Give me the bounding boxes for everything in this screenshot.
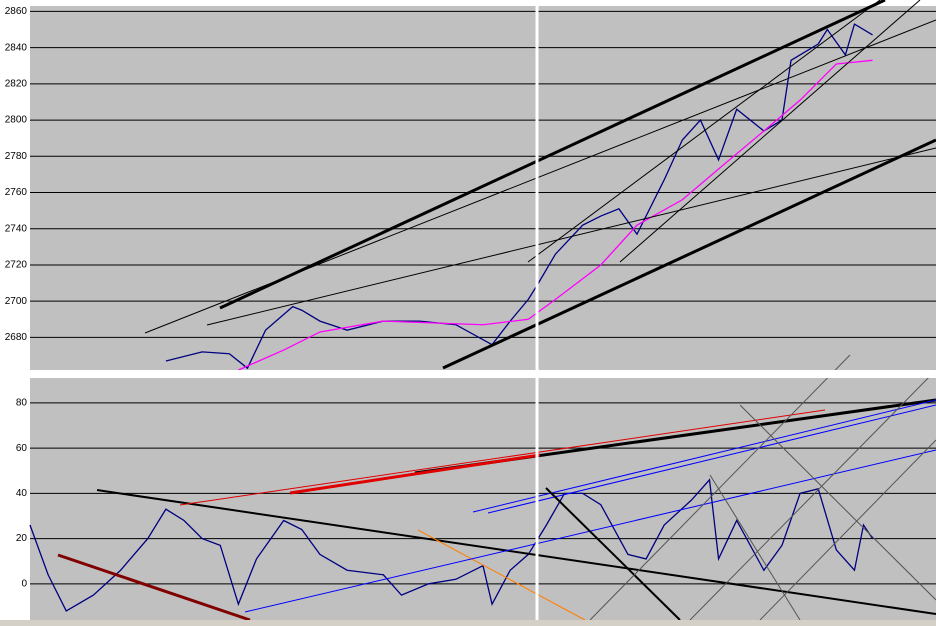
trendline	[57, 553, 251, 622]
trendline	[619, 0, 921, 263]
y-tick-label: 80	[16, 398, 28, 409]
y-tick-label: 2840	[5, 42, 28, 53]
price-line	[29, 478, 874, 612]
y-tick-label: 60	[16, 443, 28, 454]
trendline	[417, 529, 586, 621]
trendline	[179, 409, 826, 506]
bottom-pane: 0 20 40 60 80	[16, 378, 936, 620]
trendline	[442, 138, 936, 370]
y-tick-label: 2760	[5, 187, 28, 198]
trendline	[96, 489, 936, 615]
price-line	[165, 23, 873, 370]
y-tick-label: 20	[16, 533, 28, 544]
y-tick-label: 2720	[5, 260, 28, 271]
y-tick-label: 40	[16, 488, 28, 499]
trendline	[589, 354, 851, 621]
status-strip	[0, 620, 936, 626]
trendline	[759, 439, 936, 621]
trendline	[709, 474, 801, 621]
trendline	[206, 147, 936, 326]
y-tick-label: 2800	[5, 115, 28, 126]
price-line	[238, 59, 873, 371]
trendline	[545, 487, 681, 621]
y-tick-label: 2680	[5, 332, 28, 343]
y-tick-label: 2820	[5, 79, 28, 90]
trendline	[219, 0, 886, 310]
y-tick-label: 2700	[5, 296, 28, 307]
trendline	[289, 453, 541, 495]
top-pane: 2680 2700 2720 2740 2760 2780 2800 2820 2840 2860	[5, 6, 936, 371]
y-tick-label: 0	[21, 578, 27, 589]
plot-area	[30, 378, 936, 620]
trendline	[144, 19, 936, 334]
trendline	[487, 404, 936, 514]
y-tick-label: 2740	[5, 223, 28, 234]
trendline	[527, 0, 881, 263]
trendline	[689, 369, 936, 621]
y-tick-label: 2780	[5, 151, 28, 162]
trendline	[739, 404, 936, 601]
y-tick-label: 2860	[5, 6, 28, 17]
plot-area	[30, 6, 936, 370]
